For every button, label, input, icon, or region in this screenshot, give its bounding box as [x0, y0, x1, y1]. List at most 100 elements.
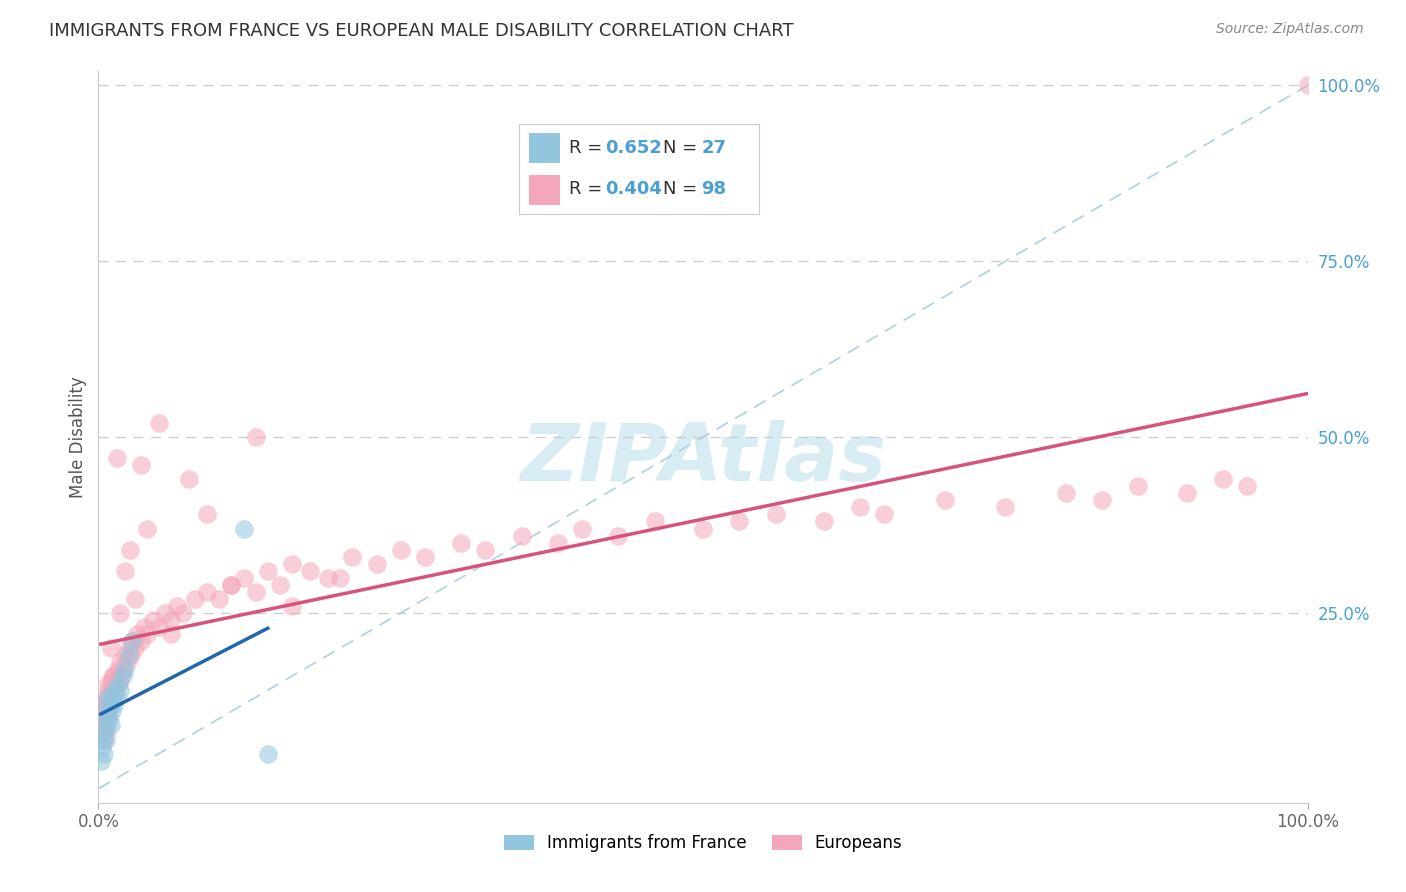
Point: [148, 620, 170, 634]
Point: [97, 683, 120, 698]
Text: N =: N =: [662, 180, 703, 198]
Point: [1091, 493, 1114, 508]
Point: [111, 669, 134, 683]
Point: [97, 705, 120, 719]
Point: [127, 627, 149, 641]
Point: [873, 508, 896, 522]
Point: [728, 515, 751, 529]
Point: [118, 641, 141, 656]
Point: [107, 662, 129, 676]
Point: [101, 669, 124, 683]
Point: [1236, 479, 1258, 493]
FancyBboxPatch shape: [529, 133, 560, 162]
Point: [114, 662, 136, 676]
Point: [108, 676, 131, 690]
Point: [114, 564, 136, 578]
Text: 27: 27: [702, 139, 725, 157]
Point: [121, 634, 143, 648]
Point: [1054, 486, 1077, 500]
Point: [166, 599, 188, 613]
Point: [256, 564, 278, 578]
FancyBboxPatch shape: [529, 175, 560, 204]
Point: [184, 591, 207, 606]
Point: [91, 725, 114, 739]
Point: [90, 711, 112, 725]
Text: 0.652: 0.652: [606, 139, 662, 157]
Point: [94, 725, 117, 739]
Point: [111, 662, 134, 676]
Point: [124, 641, 146, 656]
Point: [134, 620, 156, 634]
Point: [107, 676, 129, 690]
Point: [97, 705, 120, 719]
Text: 98: 98: [702, 180, 727, 198]
Text: R =: R =: [569, 139, 609, 157]
Text: N =: N =: [662, 139, 703, 157]
Point: [94, 732, 117, 747]
Point: [101, 669, 124, 683]
Point: [100, 683, 122, 698]
Point: [104, 683, 127, 698]
Point: [100, 641, 122, 656]
Point: [160, 627, 183, 641]
Point: [179, 472, 201, 486]
Point: [100, 698, 122, 712]
Point: [299, 564, 322, 578]
Point: [101, 690, 124, 705]
Point: [93, 747, 115, 761]
Point: [153, 606, 176, 620]
Point: [118, 648, 141, 662]
Point: [221, 578, 243, 592]
Point: [110, 669, 132, 683]
Point: [281, 599, 304, 613]
Point: [96, 718, 118, 732]
Point: [142, 613, 165, 627]
Point: [105, 669, 128, 683]
Point: [316, 571, 339, 585]
Point: [124, 591, 146, 606]
Point: [121, 634, 143, 648]
Legend: Immigrants from France, Europeans: Immigrants from France, Europeans: [495, 826, 911, 860]
Point: [118, 542, 141, 557]
Point: [93, 732, 115, 747]
Point: [208, 591, 231, 606]
Point: [90, 754, 112, 768]
Point: [103, 676, 125, 690]
Point: [97, 690, 120, 705]
Point: [108, 683, 131, 698]
Point: [329, 571, 352, 585]
Text: R =: R =: [569, 180, 609, 198]
Point: [1212, 472, 1234, 486]
Point: [94, 711, 117, 725]
Point: [97, 676, 120, 690]
Point: [281, 557, 304, 571]
Point: [849, 500, 872, 515]
Point: [172, 606, 194, 620]
Point: [232, 521, 254, 535]
Text: 0.404: 0.404: [606, 180, 662, 198]
Point: [100, 718, 122, 732]
Point: [117, 655, 139, 669]
Point: [105, 451, 128, 466]
Point: [245, 430, 267, 444]
Point: [765, 508, 787, 522]
Point: [114, 648, 136, 662]
Point: [607, 528, 630, 542]
Point: [148, 416, 170, 430]
Point: [195, 584, 218, 599]
Point: [100, 705, 122, 719]
Point: [91, 732, 114, 747]
Point: [108, 655, 131, 669]
Point: [644, 515, 666, 529]
Point: [571, 521, 593, 535]
Point: [547, 535, 569, 549]
Point: [94, 718, 117, 732]
Point: [98, 711, 121, 725]
Point: [510, 528, 533, 542]
Point: [135, 521, 157, 535]
Point: [934, 493, 956, 508]
Point: [256, 747, 278, 761]
Point: [1296, 78, 1319, 93]
Point: [232, 571, 254, 585]
Point: [120, 648, 142, 662]
